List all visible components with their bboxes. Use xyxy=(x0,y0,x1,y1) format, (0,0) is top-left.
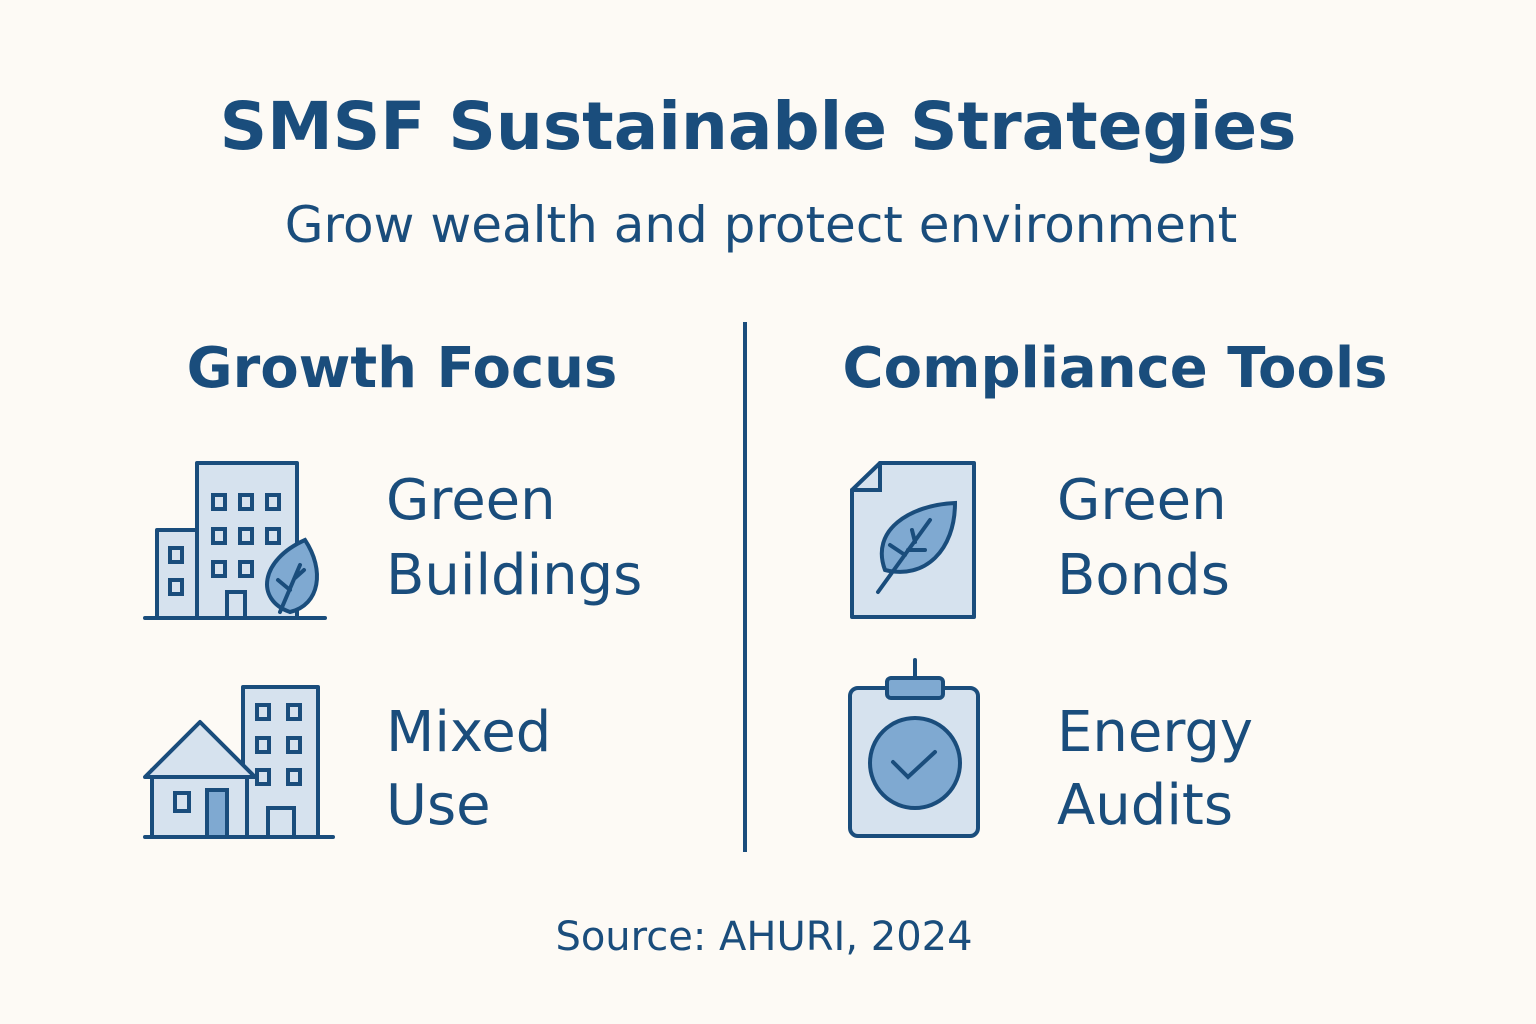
item-label: Green xyxy=(386,468,556,533)
item-label: Green xyxy=(1057,468,1227,533)
item-label: Energy xyxy=(1057,700,1254,765)
green-bonds-icon xyxy=(850,461,976,619)
column-heading: Growth Focus xyxy=(186,336,618,401)
subtitle: Grow wealth and protect environment xyxy=(284,196,1238,254)
title: SMSF Sustainable Strategies xyxy=(219,88,1297,165)
mixed-use-icon xyxy=(143,685,335,839)
source: Source: AHURI, 2024 xyxy=(555,914,973,960)
item-label: Audits xyxy=(1057,773,1234,838)
energy-audits-icon xyxy=(848,658,980,838)
item-label: Bonds xyxy=(1057,543,1230,608)
item-label: Buildings xyxy=(386,543,643,608)
item-label: Use xyxy=(386,773,491,838)
green-buildings-icon xyxy=(143,461,327,620)
column-heading: Compliance Tools xyxy=(842,336,1388,401)
item-label: Mixed xyxy=(386,700,552,765)
